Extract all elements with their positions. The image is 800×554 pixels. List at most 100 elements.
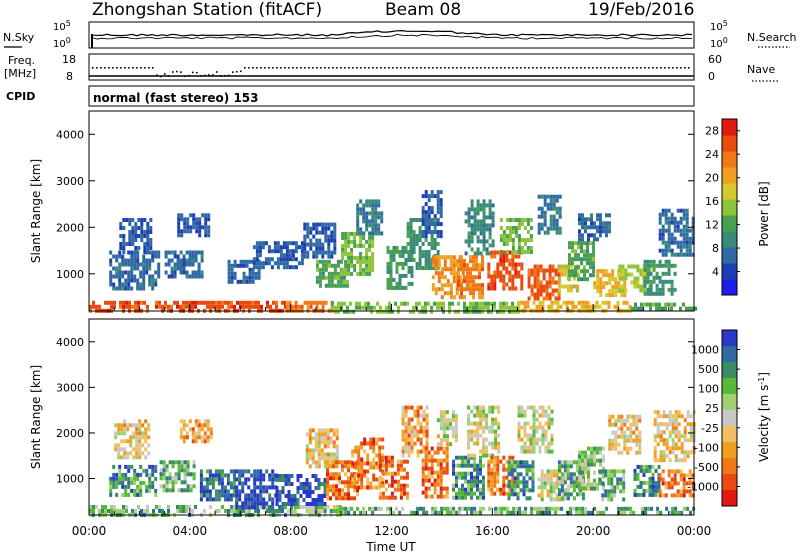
- scatter-cell: [511, 226, 515, 230]
- scatter-cell: [294, 300, 298, 305]
- scatter-cell: [390, 455, 394, 460]
- scatter-cell: [323, 464, 327, 469]
- scatter-cell: [646, 259, 650, 264]
- scatter-cell: [161, 304, 164, 309]
- scatter-cell: [535, 417, 539, 422]
- scatter-cell: [329, 440, 333, 445]
- scatter-cell: [207, 229, 211, 234]
- scatter-cell: [194, 254, 198, 259]
- scatter-cell: [683, 434, 687, 439]
- scatter-cell: [241, 473, 245, 478]
- scatter-cell: [584, 458, 587, 463]
- scatter-cell: [209, 300, 212, 305]
- scatter-cell: [653, 450, 657, 455]
- scatter-cell: [139, 262, 143, 267]
- scatter-cell: [312, 300, 316, 305]
- scatter-cell: [360, 445, 364, 450]
- scatter-cell: [119, 509, 122, 513]
- scatter-cell: [470, 510, 474, 515]
- velocity-colorbar-tick-label: 25: [705, 402, 719, 415]
- scatter-cell: [371, 211, 375, 216]
- scatter-cell: [514, 286, 518, 291]
- scatter-cell: [664, 481, 668, 486]
- scatter-cell: [157, 270, 161, 275]
- scatter-cell: [257, 275, 261, 280]
- scatter-cell: [123, 423, 127, 428]
- scatter-cell: [670, 291, 674, 296]
- scatter-cell: [144, 439, 148, 444]
- scatter-cell: [599, 458, 602, 463]
- scatter-cell: [436, 206, 440, 211]
- scatter-cell: [129, 423, 133, 428]
- scatter-cell: [330, 222, 334, 227]
- scatter-cell: [351, 477, 355, 482]
- scatter-cell: [125, 509, 128, 513]
- scatter-cell: [290, 502, 294, 506]
- scatter-cell: [284, 505, 287, 509]
- scatter-cell: [548, 510, 552, 515]
- scatter-cell: [478, 287, 481, 292]
- scatter-cell: [491, 223, 495, 228]
- scatter-cell: [186, 472, 190, 477]
- scatter-cell: [655, 283, 659, 288]
- scatter-cell: [602, 273, 606, 278]
- scatter-cell: [424, 234, 428, 239]
- scatter-cell: [365, 199, 369, 204]
- scatter-cell: [390, 495, 394, 500]
- scatter-cell: [623, 418, 627, 423]
- scatter-cell: [608, 293, 612, 298]
- scatter-cell: [197, 300, 200, 305]
- scatter-cell: [341, 464, 344, 469]
- scatter-cell: [656, 410, 660, 415]
- scatter-cell: [281, 505, 284, 509]
- scatter-cell: [653, 418, 657, 423]
- scatter-cell: [605, 233, 608, 238]
- scatter-cell: [541, 425, 545, 430]
- scatter-cell: [176, 509, 179, 513]
- scatter-cell: [171, 460, 175, 465]
- scatter-cell: [539, 280, 543, 285]
- scatter-cell: [139, 274, 143, 279]
- scatter-cell: [448, 442, 452, 447]
- scatter-cell: [688, 252, 692, 257]
- scatter-cell: [378, 455, 382, 460]
- nave-dot: [360, 67, 362, 69]
- scatter-cell: [392, 245, 396, 250]
- noise-tick-high-right: 105: [710, 19, 728, 34]
- scatter-cell: [403, 301, 406, 306]
- scatter-cell: [157, 250, 161, 255]
- scatter-cell: [427, 454, 431, 459]
- scatter-cell: [490, 479, 494, 484]
- scatter-cell: [404, 273, 408, 278]
- scatter-cell: [159, 484, 163, 489]
- scatter-cell: [472, 287, 475, 292]
- scatter-cell: [244, 469, 248, 474]
- scatter-cell: [318, 300, 322, 305]
- scatter-cell: [357, 485, 361, 490]
- scatter-cell: [287, 509, 290, 513]
- scatter-cell: [511, 282, 515, 287]
- scatter-cell: [490, 483, 494, 488]
- scatter-cell: [421, 474, 425, 479]
- scatter-cell: [517, 433, 521, 438]
- scatter-cell: [560, 464, 564, 469]
- scatter-cell: [433, 301, 436, 306]
- scatter-cell: [661, 306, 664, 311]
- scatter-cell: [593, 470, 596, 475]
- scatter-cell: [446, 279, 450, 284]
- scatter-cell: [505, 491, 509, 496]
- scatter-cell: [621, 284, 625, 289]
- scatter-cell: [223, 473, 227, 478]
- scatter-cell: [436, 198, 440, 203]
- scatter-cell: [230, 505, 233, 509]
- scatter-cell: [445, 442, 449, 447]
- scatter-cell: [602, 458, 605, 463]
- scatter-cell: [320, 440, 324, 445]
- scatter-cell: [578, 478, 581, 483]
- nave-dot: [116, 67, 118, 69]
- scatter-cell: [654, 488, 658, 493]
- scatter-cell: [141, 423, 145, 428]
- scatter-cell: [353, 488, 356, 493]
- scatter-cell: [365, 255, 369, 260]
- scatter-cell: [365, 239, 369, 244]
